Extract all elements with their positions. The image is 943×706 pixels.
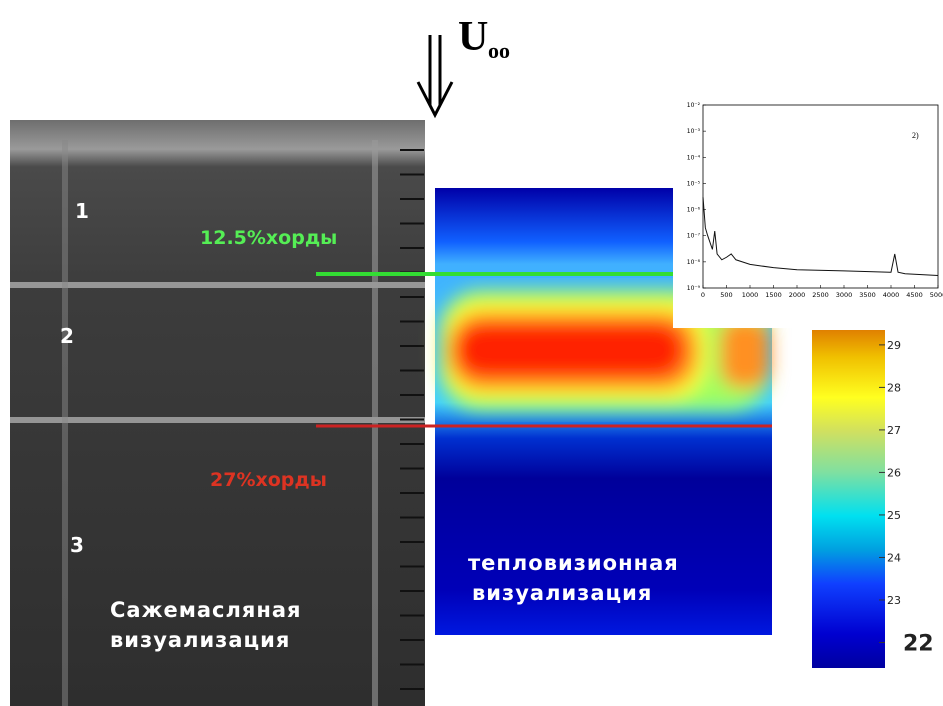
y-tick-label: 10⁻⁴ xyxy=(687,154,701,161)
y-tick-label: 10⁻⁹ xyxy=(687,285,701,292)
velocity-symbol: U xyxy=(458,14,488,60)
chord-label: 27%хорды xyxy=(210,469,327,491)
thermal-caption: тепловизионная xyxy=(468,551,679,575)
x-tick-label: 500 xyxy=(720,291,732,299)
thermal-caption: визуализация xyxy=(472,581,652,605)
annotation: 2) xyxy=(912,131,919,140)
colorbar-tick-label: 23 xyxy=(887,594,901,607)
y-tick-label: 10⁻³ xyxy=(687,128,701,135)
x-tick-label: 5000 xyxy=(930,291,943,299)
chord-label: 12.5%хорды xyxy=(200,227,337,249)
colorbar-tick-label: 29 xyxy=(887,339,901,352)
photo-caption: визуализация xyxy=(110,628,290,652)
photo-caption: Сажемасляная xyxy=(110,598,302,622)
x-tick-label: 0 xyxy=(701,291,705,299)
x-tick-label: 2500 xyxy=(812,291,829,299)
x-tick-label: 4500 xyxy=(906,291,923,299)
y-tick-label: 10⁻² xyxy=(687,102,701,109)
colorbar-tick-label: 25 xyxy=(887,509,901,522)
x-tick-label: 2000 xyxy=(789,291,806,299)
x-tick-label: 3000 xyxy=(836,291,853,299)
velocity-subscript: oo xyxy=(488,38,510,63)
zone-label: 1 xyxy=(75,199,89,223)
figure: U oo 1 2 3 Сажемасляная визуализация теп… xyxy=(0,0,943,706)
colorbar-tick-label: 24 xyxy=(887,551,901,564)
colorbar xyxy=(812,330,885,668)
x-tick-label: 1500 xyxy=(765,291,782,299)
y-tick-label: 10⁻⁷ xyxy=(687,233,701,240)
y-tick-label: 10⁻⁵ xyxy=(687,180,701,187)
colorbar-tick-label: 27 xyxy=(887,424,901,437)
zone-label: 2 xyxy=(60,324,74,348)
x-tick-label: 3500 xyxy=(859,291,876,299)
y-tick-label: 10⁻⁶ xyxy=(687,207,701,214)
y-tick-label: 10⁻⁸ xyxy=(687,259,701,266)
x-tick-label: 1000 xyxy=(742,291,759,299)
flow-arrow xyxy=(418,35,452,115)
colorbar-tick-label: 26 xyxy=(887,466,901,479)
spectrum-inset xyxy=(673,92,943,328)
colorbar-tick-label: 22 xyxy=(903,631,934,656)
colorbar-tick-label: 28 xyxy=(887,381,901,394)
x-tick-label: 4000 xyxy=(883,291,900,299)
zone-label: 3 xyxy=(70,533,84,557)
